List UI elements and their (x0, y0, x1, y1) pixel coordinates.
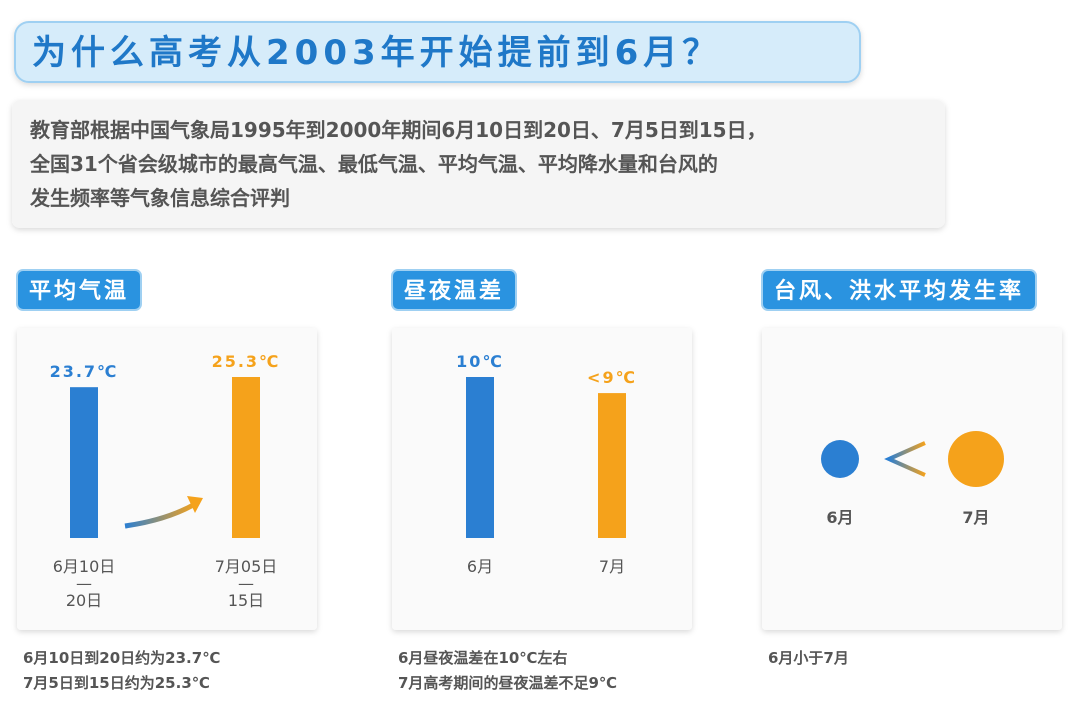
rate-circle (821, 440, 859, 478)
arrow-head (187, 496, 203, 513)
intro-line: 教育部根据中国气象局1995年到2000年期间6月10日到20日、7月5日到15… (30, 118, 767, 142)
x-tick-label: 7月 (599, 557, 625, 576)
title-box (14, 21, 861, 83)
intro-line: 发生频率等气象信息综合评判 (29, 186, 290, 210)
intro-line: 全国31个省会级城市的最高气温、最低气温、平均气温、平均降水量和台风的 (29, 152, 718, 176)
value-label: 23.7℃ (50, 362, 119, 381)
note: 6月昼夜温差在10℃左右 (398, 649, 567, 667)
card (392, 328, 692, 630)
bar (598, 393, 626, 538)
bar (70, 387, 98, 538)
note: 6月10日到20日约为23.7℃ (23, 649, 220, 667)
note: 6月小于7月 (768, 649, 849, 667)
section-title: 台风、洪水平均发生率 (774, 278, 1024, 304)
x-tick-label: 6月 (826, 508, 853, 527)
value-label: 25.3℃ (212, 352, 281, 371)
section-title: 平均气温 (29, 278, 129, 304)
card (762, 328, 1062, 630)
page-title: 为什么高考从2003年开始提前到6月？ (32, 33, 721, 73)
value-label: <9℃ (587, 368, 637, 387)
section-title-box (16, 269, 142, 311)
arrow (124, 501, 197, 529)
x-tick-label: 7月 (962, 508, 989, 527)
section-title-box (391, 269, 517, 311)
x-tick-label: 6月10日— 20日 (53, 557, 116, 610)
note: 7月高考期间的昼夜温差不足9℃ (398, 674, 617, 692)
rate-circle (948, 431, 1004, 487)
x-tick-label: 6月 (467, 557, 493, 576)
bar (232, 377, 260, 538)
less-than (884, 441, 926, 477)
value-label: 10℃ (456, 352, 504, 371)
intro-box (12, 100, 945, 228)
section-title-box (761, 269, 1037, 311)
bar (466, 377, 494, 538)
note: 7月5日到15日约为25.3℃ (23, 674, 210, 692)
section-title: 昼夜温差 (404, 278, 504, 304)
x-tick-label: 7月05日— 15日 (215, 557, 278, 610)
